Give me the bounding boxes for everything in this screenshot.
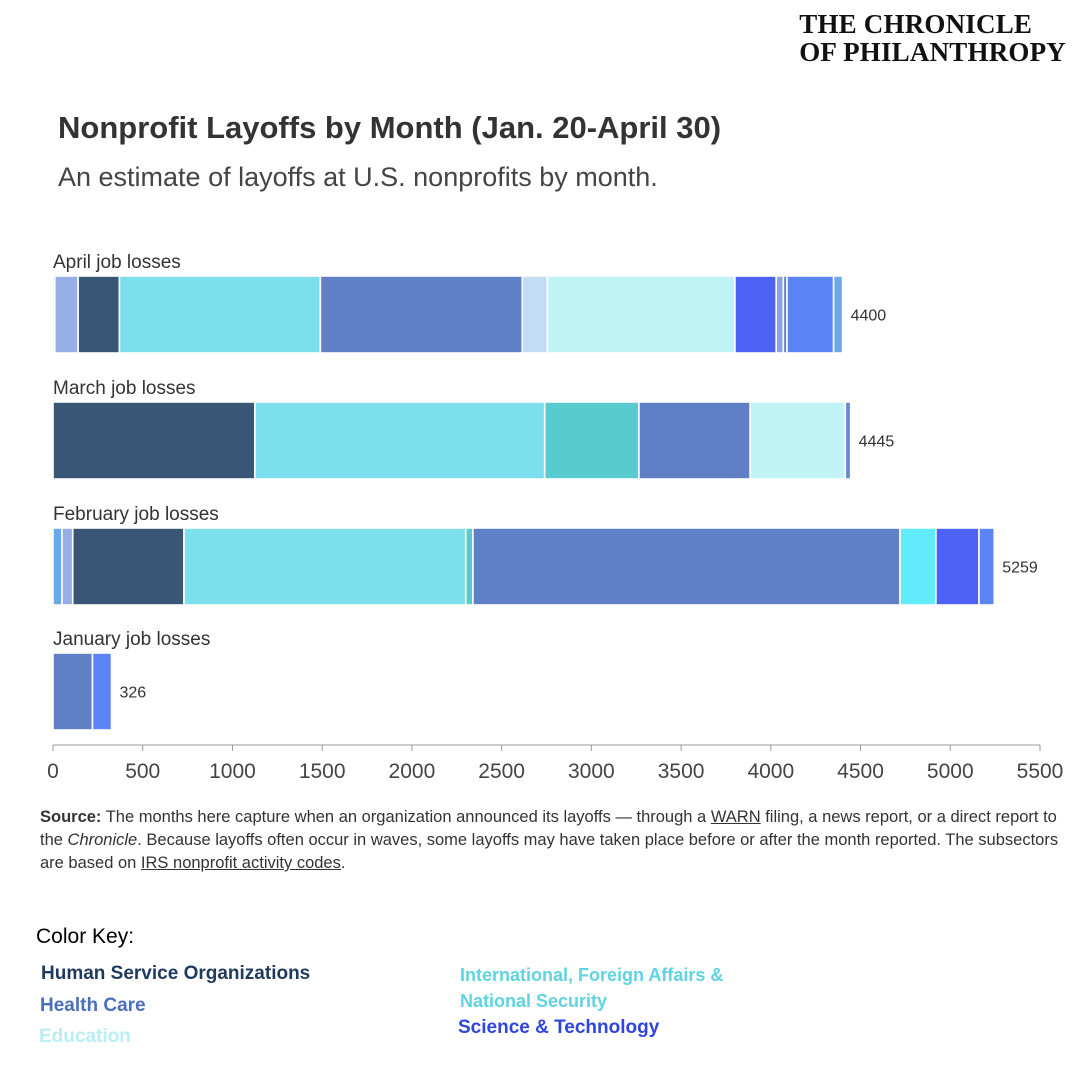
bar-segment (53, 275, 79, 354)
x-tick-label: 5000 (927, 760, 974, 783)
x-tick-label: 1000 (209, 760, 256, 783)
chart-title: Nonprofit Layoffs by Month (Jan. 20-Apri… (58, 110, 722, 145)
key-education: Education (39, 1026, 131, 1048)
key-science-tech-label: Science & Technology (458, 1017, 660, 1038)
masthead-line-2: OF PHILANTHROPY (799, 37, 1066, 67)
masthead-logo: THE CHRONICLE OF PHILANTHROPY (799, 10, 1066, 66)
total-label: 326 (120, 685, 147, 702)
source-text-1: The months here capture when an organiza… (101, 808, 711, 826)
row-label: March job losses (53, 378, 196, 399)
bar-segment (52, 401, 256, 480)
key-human-service: Human Service Organizations (41, 963, 310, 985)
bar-segment (91, 652, 113, 731)
bar-segment (543, 401, 640, 480)
bar-segment (832, 275, 844, 354)
bar-segment (749, 401, 847, 480)
bar-segment (118, 275, 322, 354)
bar-segment (61, 527, 74, 606)
key-education-label: Education (39, 1026, 131, 1047)
key-international: International, Foreign Affairs & Nationa… (460, 962, 723, 1014)
color-key-title: Color Key: (36, 925, 135, 948)
x-tick-label: 2000 (389, 760, 436, 783)
row-label: April job losses (53, 252, 181, 273)
irs-codes-link[interactable]: IRS nonprofit activity codes (140, 854, 341, 872)
x-tick-label: 4500 (837, 760, 884, 783)
source-text-4: . (340, 854, 346, 872)
bar-segment (935, 527, 980, 606)
source-text-3: . Because layoffs often occur in waves, … (40, 831, 1059, 872)
source-italic: Chronicle (67, 831, 138, 849)
warn-link[interactable]: WARN (710, 808, 761, 826)
x-tick-label: 500 (125, 760, 160, 783)
row-label: February job losses (53, 504, 219, 525)
bar-segment (786, 275, 835, 354)
total-label: 4445 (859, 434, 895, 451)
bar-segment (472, 527, 901, 606)
bar-segment (183, 527, 467, 606)
masthead-line-1: THE CHRONICLE (799, 9, 1033, 39)
key-human-service-label: Human Service Organizations (41, 963, 311, 984)
x-tick-label: 3500 (658, 760, 705, 783)
x-tick-label: 0 (47, 760, 59, 783)
key-international-label-2: National Security (460, 991, 608, 1011)
row-label: January job losses (53, 629, 210, 650)
bar-segment (52, 652, 94, 731)
bar-segment (521, 275, 549, 354)
stacked-bar-chart: April job losses 4400 March job losses 4445… (47, 252, 1064, 783)
source-text-2: filing, a news report, or a direct repor… (40, 808, 1057, 849)
bar-segment (844, 401, 852, 480)
bar-segment (546, 275, 736, 354)
x-tick-label: 1500 (299, 760, 346, 783)
bar-segment (319, 275, 524, 354)
bar-segment (899, 527, 937, 606)
bar-segment (254, 401, 546, 480)
x-tick-label: 3000 (568, 760, 615, 783)
key-health-care: Health Care (40, 995, 146, 1017)
key-science-tech: Science & Technology (458, 1017, 659, 1039)
key-health-care-label: Health Care (40, 995, 146, 1016)
key-international-label-1: International, Foreign Affairs & (460, 965, 724, 985)
x-tick-label: 2500 (478, 760, 525, 783)
chart-subtitle: An estimate of layoffs at U.S. nonprofit… (58, 162, 658, 192)
bar-segment (775, 275, 785, 354)
bar-segment (71, 527, 185, 606)
bar-segment (77, 275, 121, 354)
total-label: 4400 (851, 308, 887, 325)
bar-segment (464, 527, 474, 606)
source-label: Source: (40, 808, 102, 826)
x-tick-label: 4000 (747, 760, 794, 783)
bar-segment (638, 401, 751, 480)
bar-segment (734, 275, 778, 354)
bar-segment (978, 527, 996, 606)
x-tick-label: 5500 (1017, 760, 1064, 783)
source-note: Source: The months here capture when an … (40, 806, 1072, 875)
total-label: 5259 (1002, 560, 1038, 577)
bar-segment (52, 527, 63, 606)
